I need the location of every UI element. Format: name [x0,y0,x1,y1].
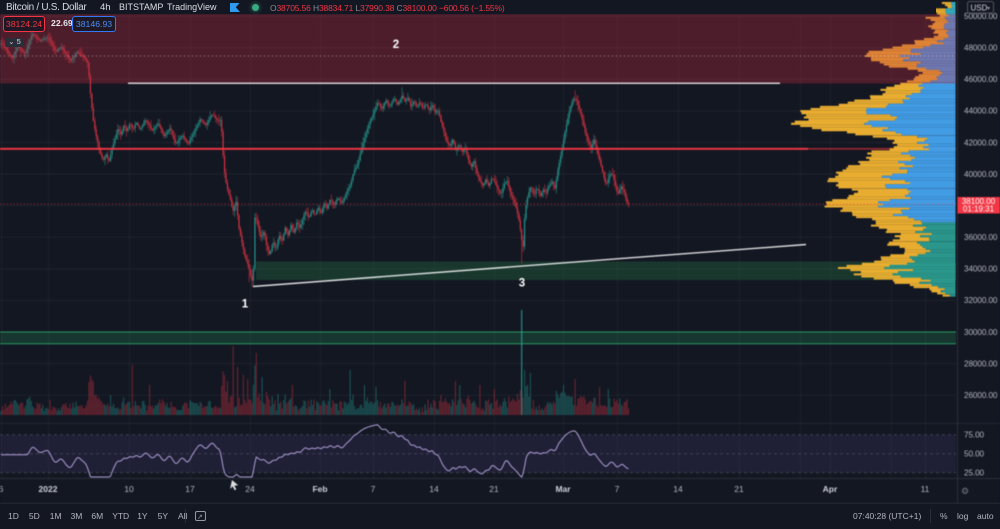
svg-text:44000.00: 44000.00 [964,107,998,116]
svg-text:50.00: 50.00 [964,450,985,459]
svg-text:⚙: ⚙ [961,486,969,496]
svg-text:3: 3 [519,278,525,290]
svg-text:30000.00: 30000.00 [964,328,998,337]
svg-text:75.00: 75.00 [964,431,985,440]
svg-text:24: 24 [245,484,255,494]
svg-text:48000.00: 48000.00 [964,44,998,53]
svg-text:36000.00: 36000.00 [964,233,998,242]
svg-text:38100.00: 38100.00 [962,197,996,206]
svg-text:14: 14 [429,484,439,494]
svg-text:46000.00: 46000.00 [964,75,998,84]
svg-text:40000.00: 40000.00 [964,170,998,179]
svg-text:1: 1 [242,299,249,311]
svg-text:01:19:31: 01:19:31 [963,205,995,214]
svg-text:50000.00: 50000.00 [964,12,998,21]
svg-text:21: 21 [734,484,744,494]
svg-text:28000.00: 28000.00 [964,359,998,368]
svg-text:14: 14 [673,484,683,494]
svg-text:32000.00: 32000.00 [964,296,998,305]
svg-text:7: 7 [371,484,376,494]
svg-text:11: 11 [921,484,930,494]
svg-text:34000.00: 34000.00 [964,265,998,274]
svg-text:6: 6 [0,484,4,494]
svg-text:Mar: Mar [555,484,571,494]
svg-text:Feb: Feb [312,484,327,494]
svg-text:26000.00: 26000.00 [964,391,998,400]
svg-text:Apr: Apr [823,484,838,494]
svg-text:USD: USD [971,3,988,12]
svg-text:10: 10 [124,484,134,494]
svg-text:25.00: 25.00 [964,468,985,477]
svg-text:▾: ▾ [987,6,990,12]
svg-text:21: 21 [489,484,499,494]
svg-text:2022: 2022 [39,484,58,494]
svg-text:42000.00: 42000.00 [964,138,998,147]
svg-text:17: 17 [185,484,195,494]
svg-text:2: 2 [393,39,399,51]
svg-text:7: 7 [615,484,620,494]
